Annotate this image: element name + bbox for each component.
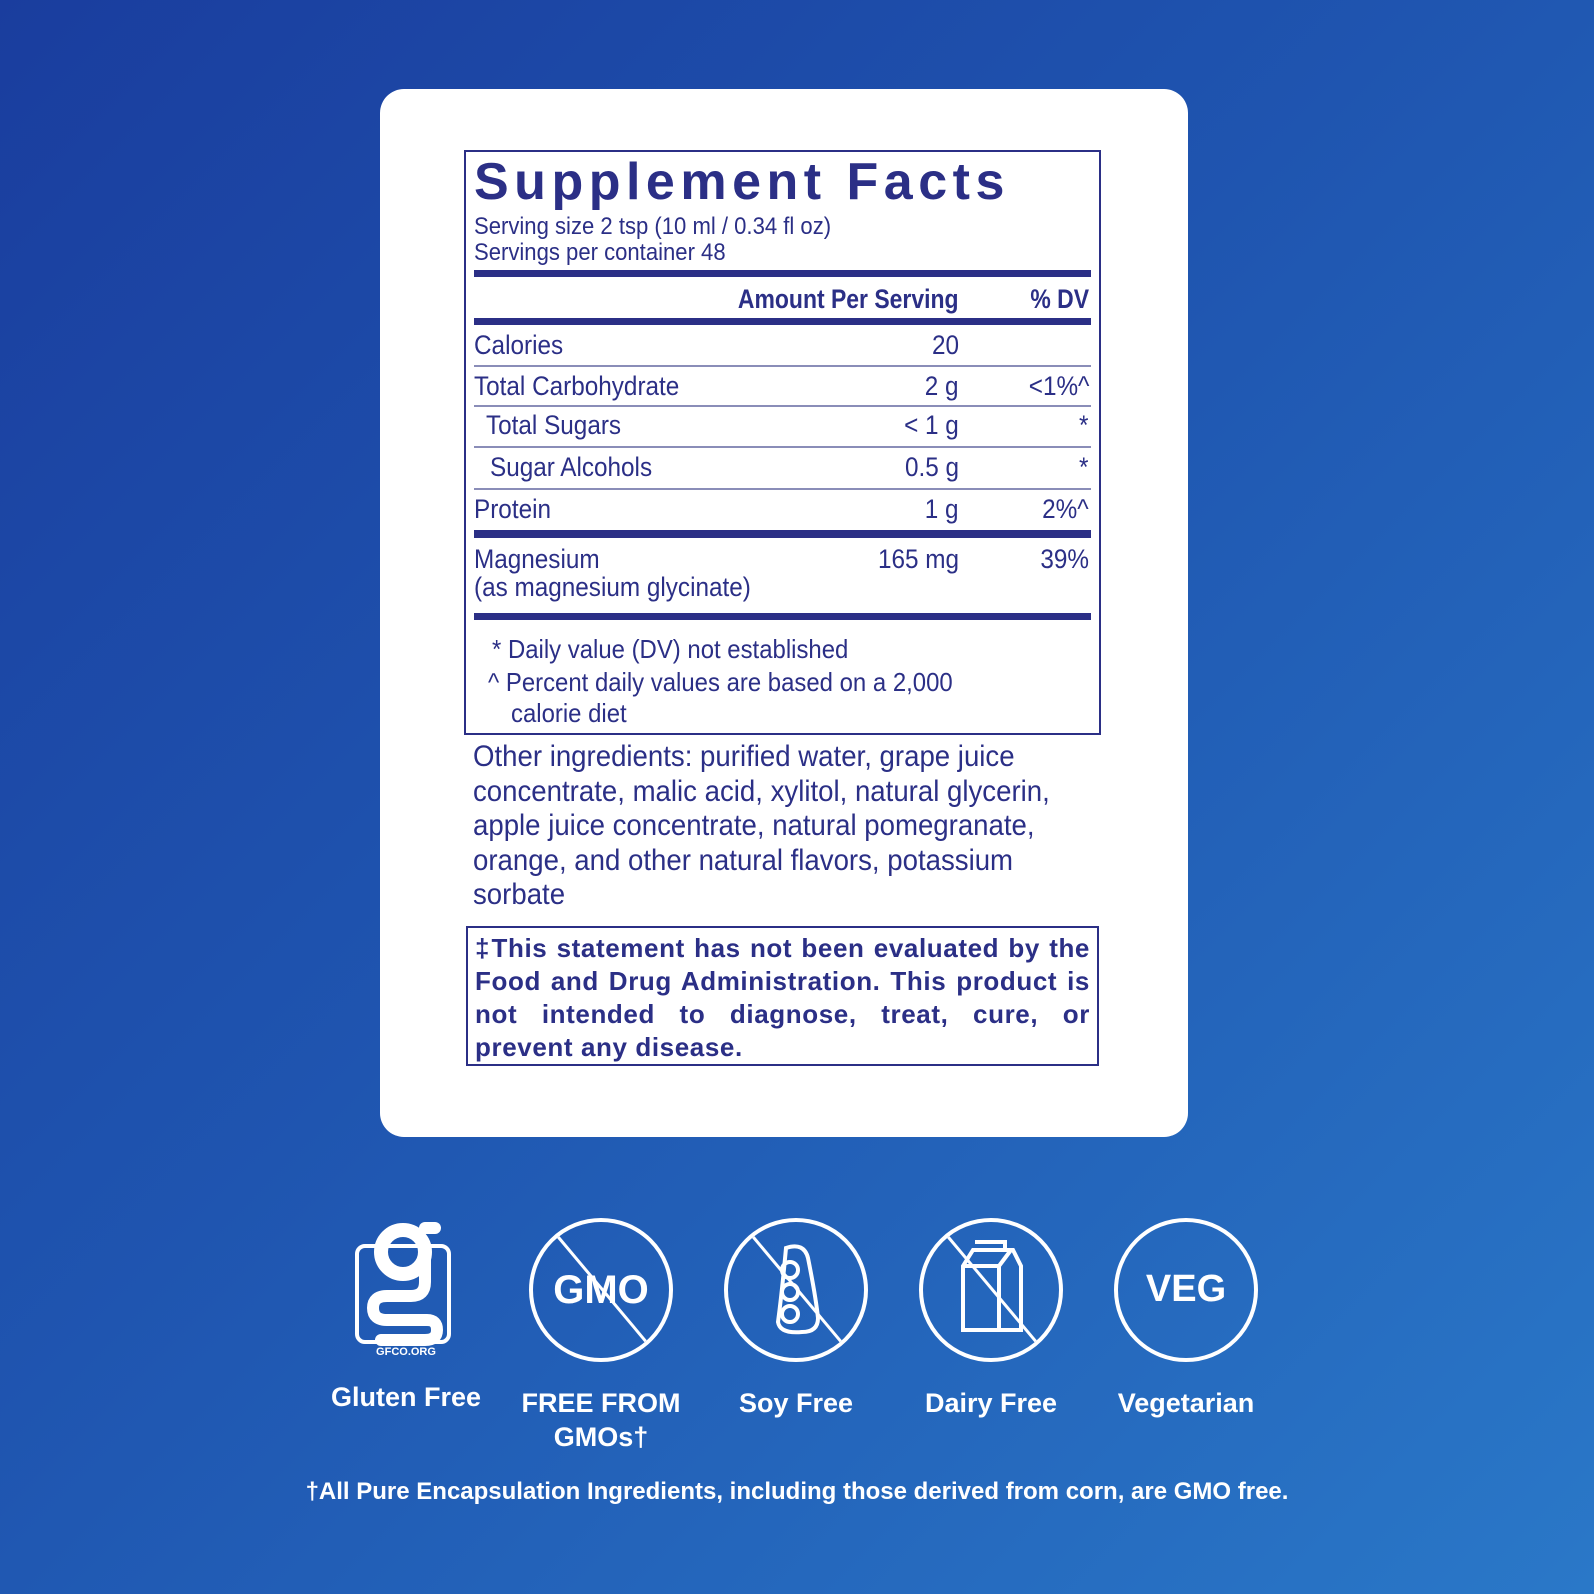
veg-icon: VEG <box>1114 1218 1258 1362</box>
no-soy-icon <box>724 1218 868 1362</box>
footnote-percent: ^ Percent daily values are based on a 2,… <box>488 667 953 697</box>
no-gmo-icon: GMO <box>529 1218 673 1362</box>
row-amount: 20 <box>931 330 959 360</box>
footnote-dv: * Daily value (DV) not established <box>492 634 849 664</box>
badge-label: Gluten Free <box>330 1382 482 1412</box>
badge-label: FREE FROM GMOs† <box>521 1388 681 1452</box>
svg-text:GFCO.ORG: GFCO.ORG <box>376 1346 436 1358</box>
gfco-gluten-free-logo-icon: GFCO.ORG <box>355 1222 451 1358</box>
row-amount: 2 g <box>925 371 959 401</box>
divider <box>474 405 1091 407</box>
row-name: Total Sugars <box>486 410 622 440</box>
row-name: Sugar Alcohols <box>490 452 653 482</box>
header-dv: % DV <box>1030 284 1089 314</box>
divider <box>474 318 1091 325</box>
row-name: Total Carbohydrate <box>474 371 680 401</box>
row-dv: 39% <box>1040 544 1089 574</box>
badge-label: Soy Free <box>738 1388 854 1418</box>
row-dv: <1%^ <box>1028 371 1089 401</box>
divider <box>474 365 1091 367</box>
row-dv: * <box>1079 452 1089 482</box>
row-amount: < 1 g <box>904 410 959 440</box>
row-amount: 0.5 g <box>904 452 959 482</box>
divider <box>474 446 1091 448</box>
row-name: Calories <box>474 330 564 360</box>
divider <box>474 613 1091 620</box>
row-subname: (as magnesium glycinate) <box>474 572 751 602</box>
serving-size: Serving size 2 tsp (10 ml / 0.34 fl oz) <box>474 213 832 240</box>
badge-gmo-free: GMO FREE FROM GMOs† <box>506 1218 696 1454</box>
row-name: Protein <box>474 494 552 524</box>
supplement-label-card: Supplement Facts Serving size 2 tsp (10 … <box>380 89 1188 1137</box>
divider <box>474 530 1091 538</box>
badge-soy-free: Soy Free <box>701 1218 891 1420</box>
badge-gluten-free: GFCO.ORG Gluten Free <box>311 1218 501 1414</box>
badge-label: Vegetarian <box>1117 1388 1255 1418</box>
divider <box>474 270 1091 277</box>
divider <box>474 488 1091 490</box>
row-dv: * <box>1079 410 1089 440</box>
facts-title: Supplement Facts <box>474 153 1010 211</box>
fda-disclaimer: ‡This statement has not been evaluated b… <box>466 926 1099 1066</box>
row-amount: 1 g <box>925 494 959 524</box>
row-dv: 2%^ <box>1042 494 1089 524</box>
badge-vegetarian: VEG Vegetarian <box>1091 1218 1281 1420</box>
header-amount: Amount Per Serving <box>738 284 959 314</box>
row-name: Magnesium <box>474 544 600 574</box>
no-dairy-icon <box>919 1218 1063 1362</box>
badge-label: Dairy Free <box>924 1388 1058 1418</box>
row-amount: 165 mg <box>877 544 959 574</box>
supplement-facts-panel: Supplement Facts Serving size 2 tsp (10 … <box>464 150 1101 735</box>
badge-dairy-free: Dairy Free <box>896 1218 1086 1420</box>
other-ingredients: Other ingredients: purified water, grape… <box>473 740 1050 911</box>
gmo-footnote: †All Pure Encapsulation Ingredients, inc… <box>305 1478 1289 1505</box>
servings-per-container: Servings per container 48 <box>474 239 726 266</box>
footnote-percent-cont: calorie diet <box>511 698 627 728</box>
